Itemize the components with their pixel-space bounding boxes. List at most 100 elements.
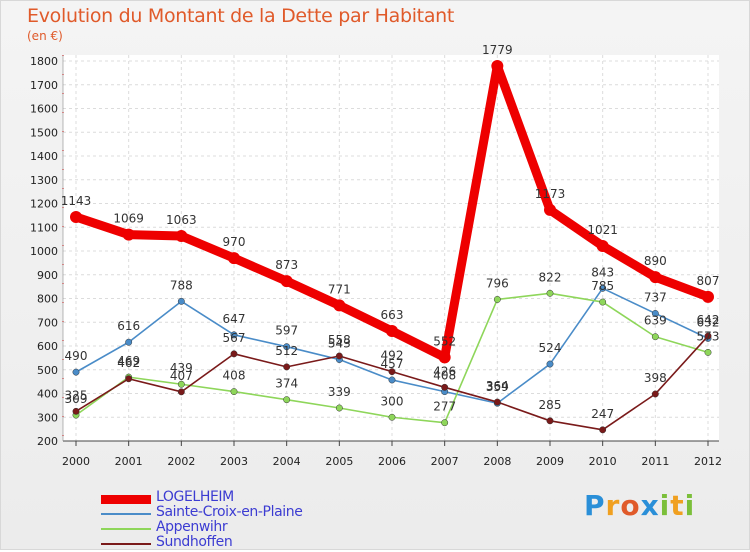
data-point xyxy=(280,275,293,288)
logo-letter: i xyxy=(659,489,671,522)
data-label: 543 xyxy=(328,337,351,351)
data-point xyxy=(599,284,607,292)
y-tick-label: 300 xyxy=(37,411,58,424)
data-point xyxy=(125,375,133,383)
data-label: 490 xyxy=(65,349,88,363)
data-point xyxy=(651,390,659,398)
data-label: 1143 xyxy=(61,194,92,208)
y-tick-label: 1100 xyxy=(30,221,58,234)
data-label: 616 xyxy=(117,319,140,333)
data-label: 822 xyxy=(539,270,562,284)
x-tick-label: 2009 xyxy=(536,455,564,468)
logo-letter: i xyxy=(684,489,696,522)
data-point xyxy=(546,289,554,297)
x-tick-label: 2012 xyxy=(694,455,722,468)
data-label: 426 xyxy=(433,364,456,378)
data-label: 247 xyxy=(591,407,614,421)
data-point xyxy=(702,290,714,303)
data-label: 970 xyxy=(223,235,246,249)
data-point xyxy=(72,368,80,376)
data-label: 339 xyxy=(328,385,351,399)
x-tick-label: 2011 xyxy=(641,455,669,468)
data-label: 573 xyxy=(697,329,720,343)
data-label: 647 xyxy=(223,312,246,326)
data-label: 408 xyxy=(223,369,246,383)
data-label: 843 xyxy=(591,265,614,279)
data-label: 492 xyxy=(381,349,404,363)
proxiti-logo: Proxiti xyxy=(584,489,695,522)
data-label: 524 xyxy=(539,341,562,355)
data-label: 1063 xyxy=(166,213,197,227)
data-label: 642 xyxy=(697,313,720,327)
logo-letter: r xyxy=(605,489,621,522)
data-label: 639 xyxy=(644,314,667,328)
logo-letter: x xyxy=(640,489,660,522)
legend-swatch xyxy=(101,513,151,515)
data-point xyxy=(125,338,133,346)
data-point xyxy=(599,426,607,434)
data-label: 1779 xyxy=(482,43,513,57)
data-label: 439 xyxy=(170,361,193,375)
legend-label: LOGELHEIM xyxy=(156,489,234,505)
data-label: 469 xyxy=(117,354,140,368)
data-label: 807 xyxy=(697,274,720,288)
data-label: 663 xyxy=(381,308,404,322)
y-tick-label: 1300 xyxy=(30,174,58,187)
legend-label: Sainte-Croix-en-Plaine xyxy=(156,504,303,520)
logo-letter: t xyxy=(670,489,685,522)
y-tick-label: 500 xyxy=(37,364,58,377)
data-point xyxy=(283,363,291,371)
data-label: 300 xyxy=(381,394,404,408)
data-point xyxy=(599,298,607,306)
legend-label: Sundhoffen xyxy=(156,534,233,550)
data-point xyxy=(546,360,554,368)
data-label: 277 xyxy=(433,400,456,414)
data-point xyxy=(283,396,291,404)
x-tick-label: 2000 xyxy=(62,455,90,468)
x-tick-label: 2010 xyxy=(589,455,617,468)
data-point xyxy=(704,348,712,356)
data-label: 558 xyxy=(328,333,351,347)
data-point xyxy=(177,297,185,305)
data-label: 890 xyxy=(644,254,667,268)
data-label: 873 xyxy=(275,258,298,272)
data-label: 567 xyxy=(223,331,246,345)
data-point xyxy=(283,343,291,351)
data-label: 597 xyxy=(275,324,298,338)
x-tick-label: 2008 xyxy=(483,455,511,468)
data-point xyxy=(651,333,659,341)
data-label: 552 xyxy=(433,334,456,348)
data-point xyxy=(438,351,451,364)
y-tick-label: 1400 xyxy=(30,150,58,163)
data-point xyxy=(441,419,449,427)
data-label: 374 xyxy=(275,377,298,391)
data-point xyxy=(546,417,554,425)
chart-unit: (en €) xyxy=(27,29,63,43)
data-point xyxy=(651,310,659,317)
data-label: 1069 xyxy=(113,212,144,226)
data-label: 364 xyxy=(486,379,509,393)
x-tick-label: 2003 xyxy=(220,455,248,468)
data-point xyxy=(175,230,188,243)
x-tick-label: 2004 xyxy=(273,455,301,468)
y-tick-label: 1200 xyxy=(30,198,58,211)
y-tick-label: 800 xyxy=(37,293,58,306)
data-label: 359 xyxy=(486,380,509,394)
logo-letter: P xyxy=(584,489,606,522)
data-label: 737 xyxy=(644,290,667,304)
logo-letter: o xyxy=(620,489,641,522)
data-label: 457 xyxy=(381,357,404,371)
data-point xyxy=(228,252,240,265)
data-point xyxy=(493,296,501,303)
data-point xyxy=(177,380,185,388)
data-point xyxy=(230,350,238,358)
data-label: 785 xyxy=(591,279,614,293)
data-label: 398 xyxy=(644,371,667,385)
x-tick-label: 2007 xyxy=(431,455,459,468)
data-label: 788 xyxy=(170,278,193,292)
data-point xyxy=(335,404,343,412)
data-label: 407 xyxy=(170,369,193,383)
x-tick-label: 2001 xyxy=(115,455,143,468)
data-point xyxy=(335,352,343,360)
